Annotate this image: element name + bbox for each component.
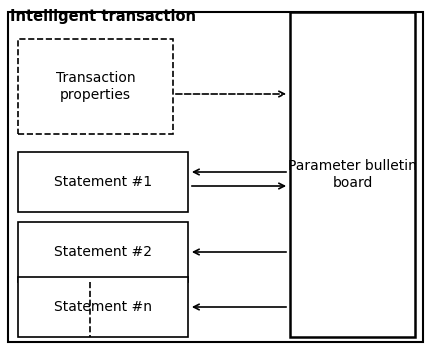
Bar: [18, 277, 187, 337]
Text: Statement #1: Statement #1: [54, 175, 152, 189]
Bar: [18, 222, 187, 282]
Bar: [18, 39, 173, 134]
Bar: [18, 152, 187, 212]
FancyArrowPatch shape: [193, 304, 286, 310]
Text: Transaction
properties: Transaction properties: [56, 71, 135, 102]
Bar: [289, 12, 414, 337]
Text: Intelligent transaction: Intelligent transaction: [10, 9, 196, 24]
Text: Statement #n: Statement #n: [54, 300, 151, 314]
Text: Parameter bulletin
board: Parameter bulletin board: [287, 159, 416, 190]
FancyArrowPatch shape: [191, 183, 284, 189]
FancyArrowPatch shape: [193, 169, 286, 175]
FancyArrowPatch shape: [193, 249, 286, 255]
Text: Statement #2: Statement #2: [54, 245, 151, 259]
FancyArrowPatch shape: [175, 91, 284, 97]
